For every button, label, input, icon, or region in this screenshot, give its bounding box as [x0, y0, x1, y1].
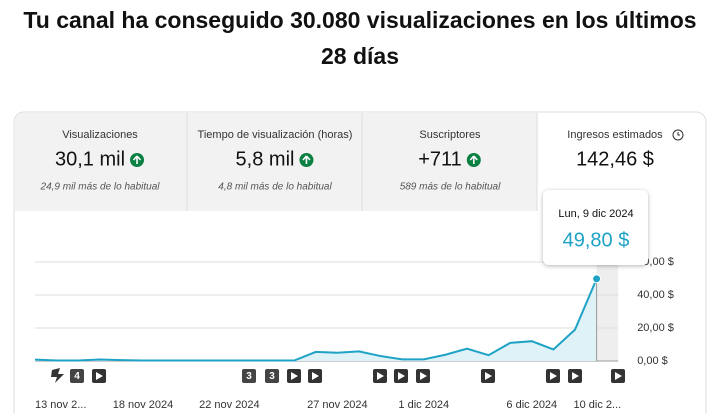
card-label: Tiempo de visualización (horas): [198, 129, 353, 141]
x-tick-label: 22 nov 2024: [199, 399, 260, 411]
tooltip: [543, 190, 648, 265]
y-tick-label: 0,00 $: [637, 355, 668, 367]
card-value: 142,46 $: [576, 148, 654, 170]
count-label: 3: [269, 371, 275, 382]
card-value: 5,8 mil: [236, 148, 295, 170]
cards-bg: [15, 113, 537, 211]
x-tick-label: 10 dic 2...: [573, 399, 621, 411]
x-tick-label: 13 nov 2...: [35, 399, 86, 411]
x-tick-label: 18 nov 2024: [113, 399, 174, 411]
play-glyph: [377, 372, 384, 380]
play-glyph: [420, 372, 427, 380]
count-label: 4: [74, 371, 80, 382]
count-marker[interactable]: [242, 369, 256, 383]
count-label: 3: [246, 371, 252, 382]
card-label: Ingresos estimados: [567, 129, 663, 141]
play-glyph: [572, 372, 579, 380]
card-label: Visualizaciones: [62, 129, 138, 141]
tooltip-value: 49,80 $: [563, 229, 630, 251]
card-note: 24,9 mil más de lo habitual: [40, 182, 161, 193]
up-arrow: [469, 155, 478, 164]
card-note: 4,8 mil más de lo habitual: [218, 182, 332, 193]
up-arrow: [302, 155, 311, 164]
point: [592, 274, 602, 284]
line: [34, 278, 598, 362]
play-glyph: [550, 372, 557, 380]
play-glyph: [398, 372, 405, 380]
card-value: 30,1 mil: [55, 148, 125, 170]
play-glyph: [485, 372, 492, 380]
y-tick-label: 40,00 $: [637, 289, 674, 301]
area: [35, 278, 597, 361]
clock-icon: [672, 129, 684, 141]
count-marker[interactable]: [70, 369, 84, 383]
card-label: Suscriptores: [419, 129, 481, 141]
play-glyph: [615, 372, 622, 380]
card-value: +711: [418, 148, 462, 170]
clock-hand: [677, 132, 680, 136]
count-marker[interactable]: [265, 369, 279, 383]
play-glyph: [291, 372, 298, 380]
partial-region: [596, 262, 619, 361]
tooltip-date: Lun, 9 dic 2024: [558, 208, 633, 220]
x-tick-label: 1 dic 2024: [398, 399, 449, 411]
play-glyph: [312, 372, 319, 380]
y-tick-label: 20,00 $: [637, 322, 674, 334]
page-title: Tu canal ha conseguido 30.080 visualizac…: [23, 7, 696, 69]
shorts-icon: [51, 368, 64, 383]
play-glyph: [96, 372, 103, 380]
x-tick-label: 6 dic 2024: [506, 399, 557, 411]
x-tick-label: 27 nov 2024: [307, 399, 368, 411]
card-note: 589 más de lo habitual: [400, 182, 501, 193]
up-arrow: [132, 155, 142, 164]
